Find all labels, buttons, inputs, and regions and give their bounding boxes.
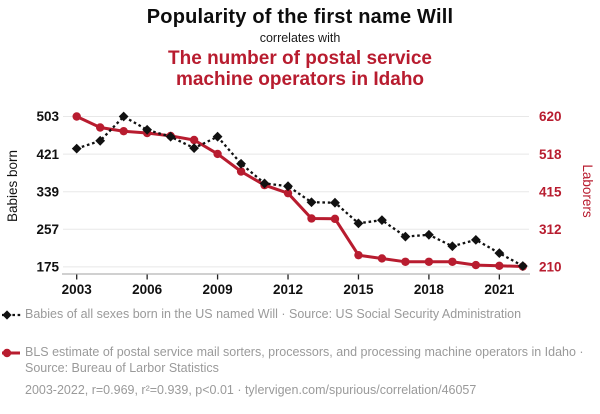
- red-circle-solid-icon: [2, 348, 20, 358]
- postal-series-marker: [354, 250, 363, 260]
- left-axis-tick-label: 503: [36, 109, 59, 124]
- legend-item-postal: BLS estimate of postal service mail sort…: [2, 344, 591, 376]
- x-axis-tick-label: 2012: [273, 282, 303, 297]
- x-axis-tick-label: 2006: [132, 282, 163, 297]
- will-series-marker: [447, 241, 458, 252]
- will-series-marker: [165, 131, 176, 142]
- legend-item-label: Babies of all sexes born in the US named…: [25, 307, 522, 321]
- postal-series-marker: [330, 214, 340, 224]
- will-series-marker: [212, 131, 223, 142]
- page-title: Popularity of the first name Will: [146, 6, 454, 28]
- postal-series-marker: [283, 188, 293, 198]
- x-axis-tick-label: 2018: [414, 282, 445, 297]
- will-series-marker: [236, 158, 246, 169]
- will-series-marker: [353, 218, 364, 229]
- will-series-marker: [330, 197, 340, 208]
- will-series-marker: [95, 135, 106, 146]
- postal-series-marker: [471, 260, 481, 270]
- will-series-marker: [517, 261, 528, 271]
- legend-item-will: Babies of all sexes born in the US named…: [2, 306, 591, 322]
- postal-series-marker: [448, 257, 457, 266]
- postal-series-marker: [401, 257, 410, 266]
- postal-series-marker: [377, 254, 387, 263]
- left-axis-tick-label: 339: [36, 184, 59, 199]
- right-axis-tick-label: 620: [539, 109, 562, 124]
- right-axis-tick-label: 210: [539, 260, 562, 275]
- will-series-marker: [71, 143, 82, 154]
- right-axis-tick-label: 312: [539, 222, 562, 237]
- stats-footer: 2003-2022, r=0.969, r²=0.939, p<0.01 · t…: [25, 383, 477, 397]
- x-axis-tick-label: 2015: [343, 282, 374, 297]
- left-axis-tick-label: 421: [36, 147, 59, 162]
- right-axis-tick-label: 415: [539, 184, 562, 199]
- will-series-marker: [377, 215, 387, 226]
- will-series-marker: [259, 178, 270, 189]
- will-series-marker: [494, 248, 505, 259]
- will-series-marker: [470, 234, 481, 245]
- right-axis-title: Laborers: [580, 164, 595, 218]
- secondary-title-line-2: machine operators in Idaho: [175, 69, 425, 90]
- correlates-with-label: correlates with: [259, 31, 341, 45]
- x-axis-tick-label: 2021: [484, 282, 515, 297]
- postal-series-marker: [307, 214, 316, 223]
- secondary-title: The number of postal service machine ope…: [0, 48, 600, 90]
- will-series-marker: [189, 143, 199, 154]
- postal-series-marker: [213, 149, 222, 159]
- will-series-marker: [400, 231, 411, 242]
- will-series-marker: [283, 181, 293, 192]
- postal-series-marker: [72, 112, 81, 121]
- will-series-line: [76, 115, 524, 268]
- postal-series-marker: [189, 135, 199, 145]
- secondary-title-line-1: The number of postal service: [168, 48, 432, 69]
- left-axis-title: Babies born: [5, 150, 20, 222]
- postal-series-marker: [424, 257, 434, 266]
- x-axis-tick-label: 2009: [203, 282, 233, 297]
- will-series-marker: [424, 229, 434, 240]
- left-axis-tick-label: 175: [36, 260, 59, 275]
- will-series-marker: [142, 124, 153, 135]
- will-series-marker: [306, 197, 317, 208]
- postal-series-marker: [119, 126, 128, 136]
- legend-item-label: BLS estimate of postal service mail sort…: [25, 345, 584, 375]
- postal-series-marker: [236, 167, 246, 176]
- postal-series-marker: [95, 123, 105, 132]
- postal-series-marker: [495, 261, 504, 270]
- right-axis-tick-label: 518: [539, 147, 562, 162]
- will-series-marker: [118, 111, 129, 122]
- black-diamond-dashed-icon: [2, 310, 22, 320]
- x-axis-tick-label: 2003: [62, 282, 93, 297]
- left-axis-tick-label: 257: [36, 222, 59, 237]
